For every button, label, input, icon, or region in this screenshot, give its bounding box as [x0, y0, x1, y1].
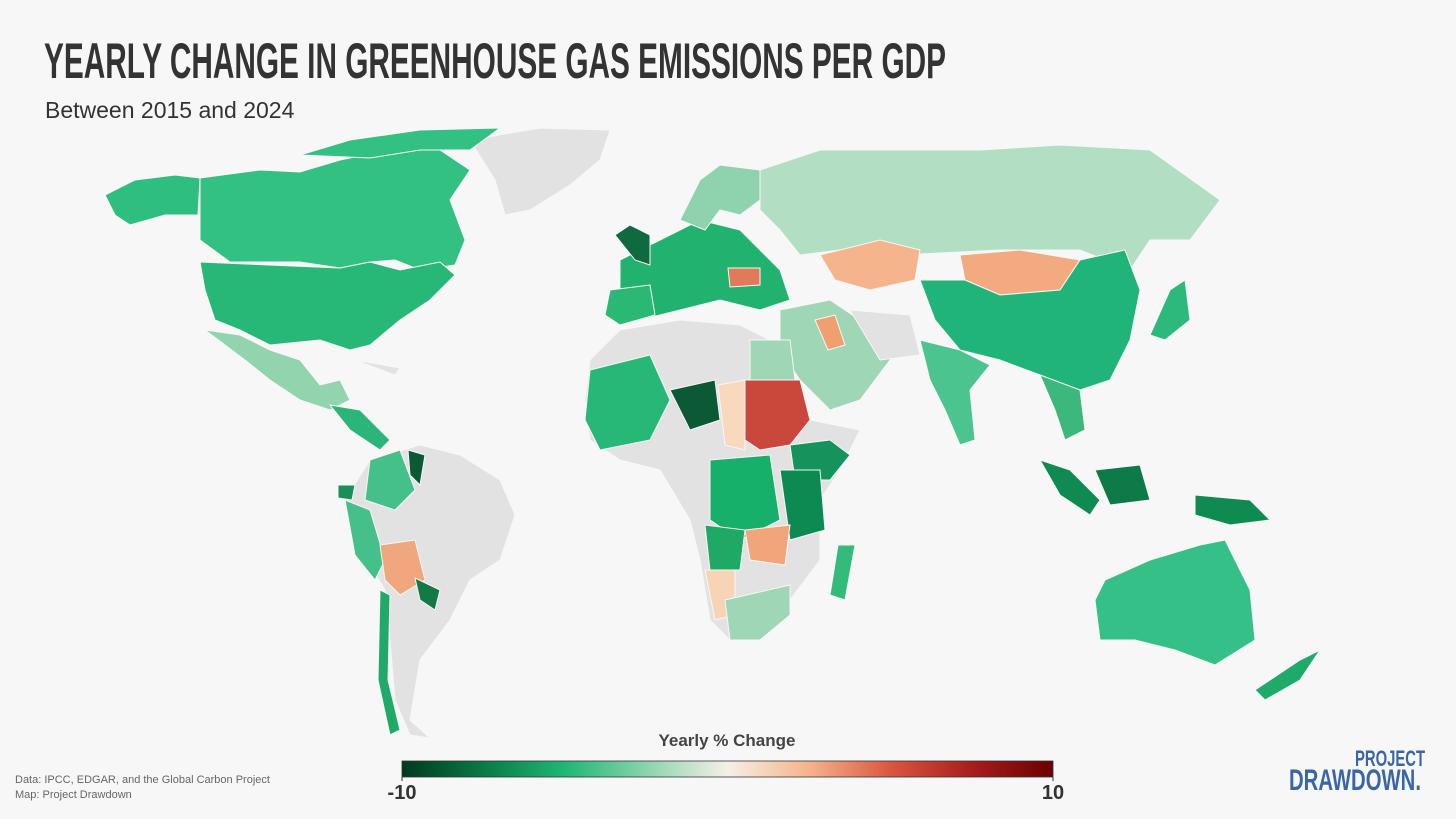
country-shape — [377, 589, 401, 736]
country-shape — [669, 379, 721, 431]
country-shape — [199, 261, 456, 351]
source-line: Map: Project Drawdown — [15, 789, 132, 801]
country-shape — [584, 354, 671, 451]
country-shape — [414, 577, 441, 611]
country-shape — [407, 449, 426, 487]
country-shape — [814, 314, 846, 351]
country-shape — [819, 239, 921, 291]
country-shape — [759, 144, 1221, 271]
legend-tick-label: 10 — [1042, 782, 1064, 804]
country-shape — [204, 329, 351, 411]
country-shape — [829, 544, 856, 601]
country-shape — [1094, 464, 1151, 506]
legend-title: Yearly % Change — [658, 731, 795, 750]
country-shape — [1039, 374, 1086, 441]
country-shape — [849, 309, 921, 361]
country-shape — [919, 249, 1141, 391]
country-shape — [724, 584, 791, 641]
country-shape — [679, 164, 761, 231]
country-shape — [199, 149, 471, 271]
country-shape — [1094, 539, 1256, 666]
world-map — [104, 127, 1322, 739]
country-shape — [614, 224, 651, 266]
country-shape — [299, 127, 502, 159]
logo-bottom: DRAWDOWN. — [1289, 764, 1421, 797]
country-shape — [469, 127, 611, 216]
country-shape — [1038, 459, 1101, 516]
source-line: Data: IPCC, EDGAR, and the Global Carbon… — [15, 774, 270, 786]
country-shape — [604, 284, 656, 326]
country-shape — [337, 484, 356, 501]
country-shape — [1194, 494, 1272, 526]
country-shape — [1254, 648, 1322, 701]
country-shape — [727, 267, 761, 288]
country-shape — [1149, 279, 1191, 341]
country-shape — [364, 449, 416, 511]
country-shape — [717, 379, 746, 451]
title: YEARLY CHANGE IN GREENHOUSE GAS EMISSION… — [44, 33, 946, 89]
logo-top: PROJECT — [1355, 746, 1425, 771]
country-shape — [104, 174, 201, 226]
country-shape — [328, 404, 391, 451]
country-shape — [749, 339, 796, 381]
country-shape — [704, 524, 746, 571]
country-shape — [919, 339, 991, 446]
country-shape — [744, 524, 791, 566]
country-shape — [779, 469, 826, 541]
color-bar — [401, 760, 1054, 778]
subtitle: Between 2015 and 2024 — [45, 97, 295, 123]
country-shape — [379, 539, 426, 596]
country-shape — [344, 499, 386, 581]
country-shape — [354, 359, 401, 376]
legend-tick-label: -10 — [388, 782, 417, 804]
